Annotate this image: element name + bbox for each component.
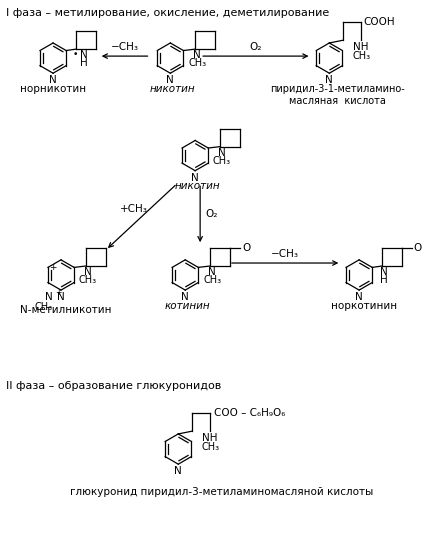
Text: пиридил-3-1-метиламино-
масляная  кислота: пиридил-3-1-метиламино- масляная кислота [270,84,405,105]
Text: COO – C₆H₉O₆: COO – C₆H₉O₆ [214,408,285,418]
Text: CH₃: CH₃ [213,156,231,166]
Text: N: N [182,292,189,302]
Text: N: N [174,466,182,476]
Text: II фаза – образование глюкуронидов: II фаза – образование глюкуронидов [6,381,222,392]
Text: N: N [45,292,53,302]
Text: CH₃: CH₃ [203,275,221,285]
Text: N: N [355,292,363,302]
Text: CH₃: CH₃ [35,302,53,312]
Text: N: N [208,267,216,277]
Text: N: N [218,148,226,158]
Text: I фаза – метилирование, окисление, деметилирование: I фаза – метилирование, окисление, демет… [6,9,330,18]
Text: −CH₃: −CH₃ [111,42,138,52]
Text: глюкуронид пиридил-3-метиламиномасляной кислоты: глюкуронид пиридил-3-метиламиномасляной … [70,487,374,497]
Text: •: • [72,50,77,59]
Text: CH₃: CH₃ [201,442,219,452]
Text: O₂: O₂ [250,42,262,52]
Text: N: N [57,292,65,302]
Text: O: O [414,243,422,253]
Text: −CH₃: −CH₃ [271,249,299,259]
Text: COOH: COOH [363,17,395,27]
Text: котинин: котинин [164,301,210,311]
Text: +: + [49,263,57,271]
Text: NH: NH [353,42,369,52]
Text: CH₃: CH₃ [188,58,206,68]
Text: N: N [49,75,57,85]
Text: H: H [80,58,88,68]
Text: CH₃: CH₃ [352,51,370,61]
Text: O₂: O₂ [205,209,218,219]
Text: норникотин: норникотин [20,84,86,94]
Text: CH₃: CH₃ [79,275,97,285]
Text: N: N [193,50,201,60]
Text: NH: NH [202,433,218,443]
Text: никотин: никотин [150,84,195,94]
Text: +: + [55,288,61,297]
Text: N: N [80,50,88,60]
Text: +CH₃: +CH₃ [120,204,147,214]
Text: норкотинин: норкотинин [331,301,397,311]
Text: N: N [191,173,199,182]
Text: N: N [325,75,333,85]
Text: N: N [84,267,92,277]
Text: H: H [380,275,388,285]
Text: N: N [166,75,174,85]
Text: N-метилникотин: N-метилникотин [20,305,112,315]
Text: никотин: никотин [174,181,220,192]
Text: O: O [242,243,250,253]
Text: N: N [380,267,388,277]
